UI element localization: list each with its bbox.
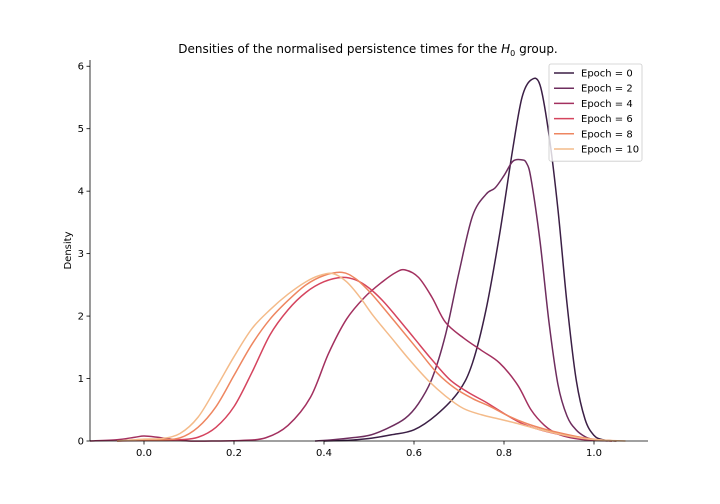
x-tick-label: 0.8: [496, 448, 512, 459]
series-line-epoch-4: [89, 268, 613, 442]
x-tick-label: 0.0: [136, 448, 152, 459]
y-tick-label: 2: [78, 312, 84, 323]
series-layer: [89, 77, 626, 442]
series-line-epoch-8: [116, 271, 617, 442]
chart-title-suffix: group.: [515, 42, 557, 56]
y-tick-label: 3: [78, 249, 84, 260]
x-tick-label: 0.2: [226, 448, 242, 459]
series-line-epoch-10: [116, 272, 626, 442]
series-line-epoch-2: [314, 158, 608, 442]
series-line-epoch-0: [323, 77, 617, 442]
legend-label: Epoch = 2: [581, 84, 633, 95]
x-tick-label: 0.4: [316, 448, 332, 459]
legend-label: Epoch = 10: [581, 145, 639, 156]
y-tick-label: 5: [78, 124, 84, 135]
axes-layer: 0.0 0.2 0.4 0.6 0.8 1.0 0 1 2 3 4 5 6: [78, 60, 648, 459]
legend-label: Epoch = 6: [581, 114, 633, 125]
y-tick-label: 1: [78, 374, 84, 385]
legend-label: Epoch = 0: [581, 69, 633, 80]
legend-label: Epoch = 8: [581, 129, 633, 140]
y-tick-label: 6: [78, 62, 84, 73]
x-tick-label: 1.0: [586, 448, 602, 459]
series-line-epoch-6: [116, 276, 613, 442]
x-tick-label: 0.6: [406, 448, 422, 459]
chart-title-prefix: Densities of the normalised persistence …: [178, 42, 501, 56]
legend: Epoch = 0 Epoch = 2 Epoch = 4 Epoch = 6 Epoc…: [548, 63, 643, 162]
y-tick-label: 4: [78, 187, 84, 198]
chart-title: Densities of the normalised persistence …: [178, 42, 558, 58]
y-axis-label: Density: [63, 231, 74, 269]
chart-title-math: H: [501, 42, 510, 56]
y-tick-label: 0: [78, 437, 84, 448]
legend-label: Epoch = 4: [581, 99, 633, 110]
chart-title-subscript: 0: [510, 49, 515, 58]
